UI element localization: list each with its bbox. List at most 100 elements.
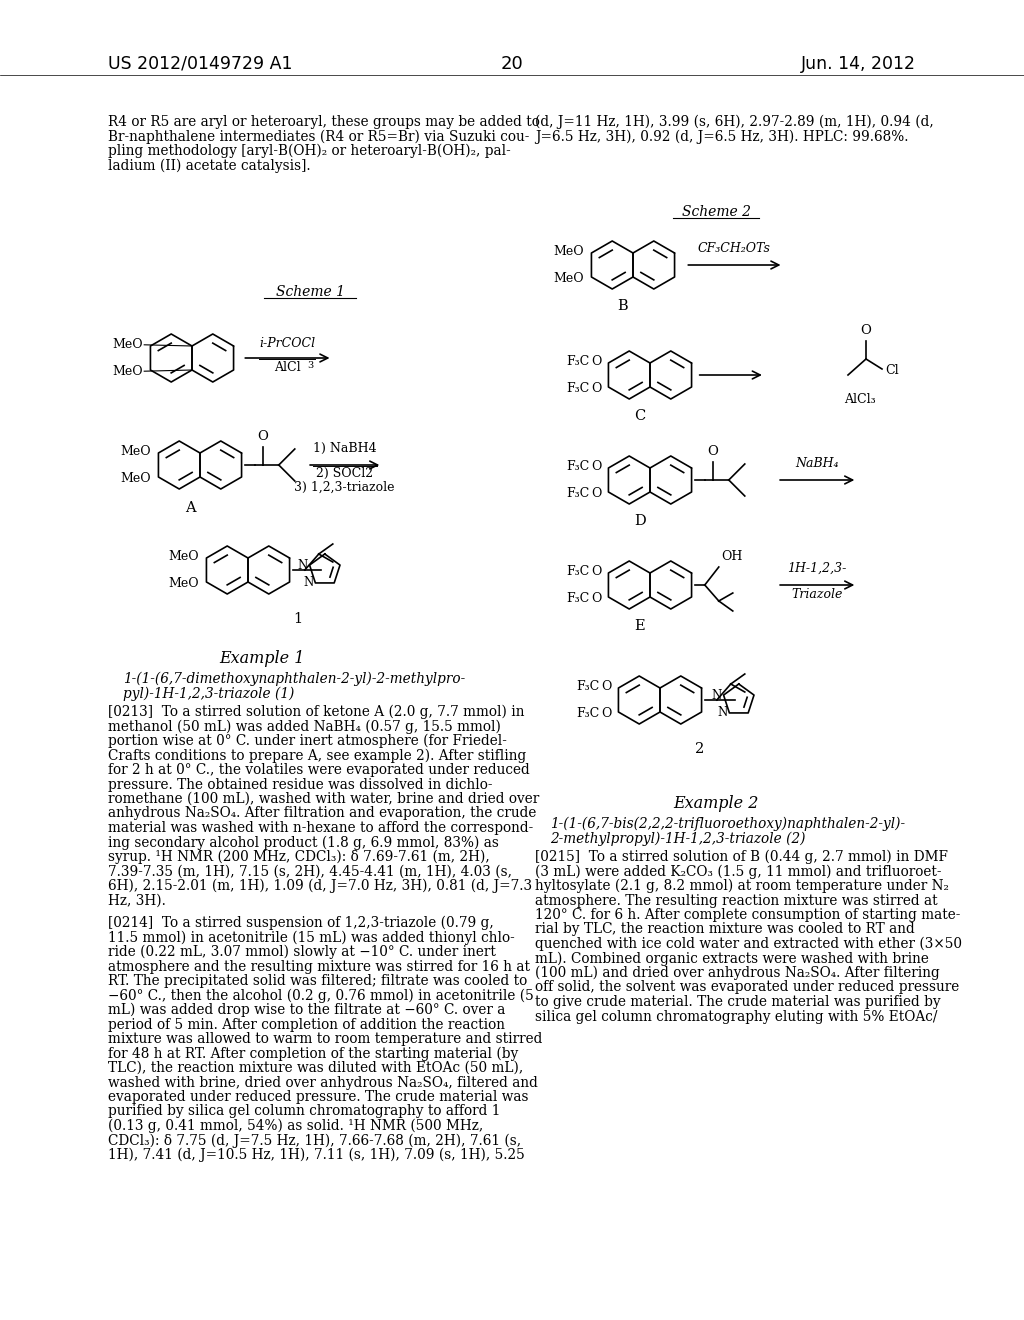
Text: B: B <box>617 300 629 313</box>
Text: Example 2: Example 2 <box>674 795 759 812</box>
Text: (3 mL) were added K₂CO₃ (1.5 g, 11 mmol) and trifluoroet-: (3 mL) were added K₂CO₃ (1.5 g, 11 mmol)… <box>535 865 941 879</box>
Text: CDCl₃): δ 7.75 (d, J=7.5 Hz, 1H), 7.66-7.68 (m, 2H), 7.61 (s,: CDCl₃): δ 7.75 (d, J=7.5 Hz, 1H), 7.66-7… <box>108 1134 521 1148</box>
Text: evaporated under reduced pressure. The crude material was: evaporated under reduced pressure. The c… <box>108 1090 528 1104</box>
Text: RT. The precipitated solid was filtered; filtrate was cooled to: RT. The precipitated solid was filtered;… <box>108 974 527 987</box>
Text: purified by silica gel column chromatography to afford 1: purified by silica gel column chromatogr… <box>108 1105 501 1118</box>
Text: N: N <box>303 577 313 590</box>
Text: MeO: MeO <box>113 364 143 378</box>
Text: O: O <box>591 591 601 605</box>
Text: N: N <box>717 706 727 719</box>
Text: 6H), 2.15-2.01 (m, 1H), 1.09 (d, J=7.0 Hz, 3H), 0.81 (d, J=7.3: 6H), 2.15-2.01 (m, 1H), 1.09 (d, J=7.0 H… <box>108 879 532 894</box>
Text: mL). Combined organic extracts were washed with brine: mL). Combined organic extracts were wash… <box>535 952 929 966</box>
Text: silica gel column chromatography eluting with 5% EtOAc/: silica gel column chromatography eluting… <box>535 1010 938 1023</box>
Text: methanol (50 mL) was added NaBH₄ (0.57 g, 15.5 mmol): methanol (50 mL) was added NaBH₄ (0.57 g… <box>108 719 501 734</box>
Text: ride (0.22 mL, 3.07 mmol) slowly at −10° C. under inert: ride (0.22 mL, 3.07 mmol) slowly at −10°… <box>108 945 496 960</box>
Text: D: D <box>634 513 646 528</box>
Text: 2) SOCl2: 2) SOCl2 <box>316 467 374 480</box>
Text: to give crude material. The crude material was purified by: to give crude material. The crude materi… <box>535 995 941 1008</box>
Text: O: O <box>708 445 718 458</box>
Text: 1: 1 <box>294 612 302 626</box>
Text: Triazole: Triazole <box>792 587 843 601</box>
Text: A: A <box>184 502 196 515</box>
Text: Example 1: Example 1 <box>219 649 305 667</box>
Text: Br-naphthalene intermediates (R4 or R5=Br) via Suzuki cou-: Br-naphthalene intermediates (R4 or R5=B… <box>108 129 529 144</box>
Text: hyltosylate (2.1 g, 8.2 mmol) at room temperature under N₂: hyltosylate (2.1 g, 8.2 mmol) at room te… <box>535 879 949 894</box>
Text: F₃C: F₃C <box>566 487 589 500</box>
Text: Crafts conditions to prepare A, see example 2). After stifling: Crafts conditions to prepare A, see exam… <box>108 748 526 763</box>
Text: period of 5 min. After completion of addition the reaction: period of 5 min. After completion of add… <box>108 1018 505 1031</box>
Text: MeO: MeO <box>121 445 152 458</box>
Text: for 2 h at 0° C., the volatiles were evaporated under reduced: for 2 h at 0° C., the volatiles were eva… <box>108 763 529 777</box>
Text: −60° C., then the alcohol (0.2 g, 0.76 mmol) in acetonitrile (5: −60° C., then the alcohol (0.2 g, 0.76 m… <box>108 989 534 1003</box>
Text: 11.5 mmol) in acetonitrile (15 mL) was added thionyl chlo-: 11.5 mmol) in acetonitrile (15 mL) was a… <box>108 931 515 945</box>
Text: F₃C: F₃C <box>566 355 589 368</box>
Text: MeO: MeO <box>121 471 152 484</box>
Text: mixture was allowed to warm to room temperature and stirred: mixture was allowed to warm to room temp… <box>108 1032 543 1045</box>
Text: F₃C: F₃C <box>575 680 599 693</box>
Text: F₃C: F₃C <box>566 381 589 395</box>
Text: washed with brine, dried over anhydrous Na₂SO₄, filtered and: washed with brine, dried over anhydrous … <box>108 1076 538 1089</box>
Text: (d, J=11 Hz, 1H), 3.99 (s, 6H), 2.97-2.89 (m, 1H), 0.94 (d,: (d, J=11 Hz, 1H), 3.99 (s, 6H), 2.97-2.8… <box>535 115 934 129</box>
Text: MeO: MeO <box>554 246 585 259</box>
Text: atmosphere and the resulting mixture was stirred for 16 h at: atmosphere and the resulting mixture was… <box>108 960 530 974</box>
Text: R4 or R5 are aryl or heteroaryl, these groups may be added to: R4 or R5 are aryl or heteroaryl, these g… <box>108 115 540 129</box>
Text: F₃C: F₃C <box>566 461 589 474</box>
Text: O: O <box>601 680 611 693</box>
Text: O: O <box>591 355 601 368</box>
Text: rial by TLC, the reaction mixture was cooled to RT and: rial by TLC, the reaction mixture was co… <box>535 923 914 936</box>
Text: MeO: MeO <box>169 577 200 590</box>
Text: atmosphere. The resulting reaction mixture was stirred at: atmosphere. The resulting reaction mixtu… <box>535 894 938 908</box>
Text: mL) was added drop wise to the filtrate at −60° C. over a: mL) was added drop wise to the filtrate … <box>108 1003 506 1018</box>
Text: OH: OH <box>721 550 742 564</box>
Text: Scheme 2: Scheme 2 <box>682 205 751 219</box>
Text: pyl)-1H-1,2,3-triazole (1): pyl)-1H-1,2,3-triazole (1) <box>123 686 294 701</box>
Text: TLC), the reaction mixture was diluted with EtOAc (50 mL),: TLC), the reaction mixture was diluted w… <box>108 1061 523 1074</box>
Text: O: O <box>591 461 601 474</box>
Text: CF₃CH₂OTs: CF₃CH₂OTs <box>698 242 771 255</box>
Text: ing secondary alcohol product (1.8 g, 6.9 mmol, 83%) as: ing secondary alcohol product (1.8 g, 6.… <box>108 836 499 850</box>
Text: [0214]  To a stirred suspension of 1,2,3-triazole (0.79 g,: [0214] To a stirred suspension of 1,2,3-… <box>108 916 494 931</box>
Text: i-PrCOCl: i-PrCOCl <box>259 337 315 350</box>
Text: quenched with ice cold water and extracted with ether (3×50: quenched with ice cold water and extract… <box>535 937 962 952</box>
Text: MeO: MeO <box>169 550 200 564</box>
Text: F₃C: F₃C <box>566 591 589 605</box>
Text: (100 mL) and dried over anhydrous Na₂SO₄. After filtering: (100 mL) and dried over anhydrous Na₂SO₄… <box>535 966 940 981</box>
Text: N: N <box>712 689 722 701</box>
Text: O: O <box>601 706 611 719</box>
Text: C: C <box>635 409 645 422</box>
Text: MeO: MeO <box>554 272 585 285</box>
Text: J=6.5 Hz, 3H), 0.92 (d, J=6.5 Hz, 3H). HPLC: 99.68%.: J=6.5 Hz, 3H), 0.92 (d, J=6.5 Hz, 3H). H… <box>535 129 908 144</box>
Text: 1H), 7.41 (d, J=10.5 Hz, 1H), 7.11 (s, 1H), 7.09 (s, 1H), 5.25: 1H), 7.41 (d, J=10.5 Hz, 1H), 7.11 (s, 1… <box>108 1148 524 1163</box>
Text: O: O <box>591 487 601 500</box>
Text: E: E <box>635 619 645 634</box>
Text: 2-methylpropyl)-1H-1,2,3-triazole (2): 2-methylpropyl)-1H-1,2,3-triazole (2) <box>550 832 806 846</box>
Text: O: O <box>591 565 601 578</box>
Text: 1H-1,2,3-: 1H-1,2,3- <box>787 562 847 576</box>
Text: O: O <box>257 430 268 444</box>
Text: US 2012/0149729 A1: US 2012/0149729 A1 <box>108 55 293 73</box>
Text: Cl: Cl <box>885 364 899 378</box>
Text: 1-(1-(6,7-bis(2,2,2-trifluoroethoxy)naphthalen-2-yl)-: 1-(1-(6,7-bis(2,2,2-trifluoroethoxy)naph… <box>550 817 905 832</box>
Text: Jun. 14, 2012: Jun. 14, 2012 <box>801 55 916 73</box>
Text: [0213]  To a stirred solution of ketone A (2.0 g, 7.7 mmol) in: [0213] To a stirred solution of ketone A… <box>108 705 524 719</box>
Text: [0215]  To a stirred solution of B (0.44 g, 2.7 mmol) in DMF: [0215] To a stirred solution of B (0.44 … <box>535 850 948 865</box>
Text: Scheme 1: Scheme 1 <box>275 285 344 300</box>
Text: ladium (II) acetate catalysis].: ladium (II) acetate catalysis]. <box>108 158 310 173</box>
Text: material was washed with n-hexane to afford the correspond-: material was washed with n-hexane to aff… <box>108 821 534 836</box>
Text: 3: 3 <box>307 360 313 370</box>
Text: Hz, 3H).: Hz, 3H). <box>108 894 166 908</box>
Text: NaBH₄: NaBH₄ <box>796 457 839 470</box>
Text: 2: 2 <box>695 742 705 756</box>
Text: F₃C: F₃C <box>566 565 589 578</box>
Text: 3) 1,2,3-triazole: 3) 1,2,3-triazole <box>295 480 395 494</box>
Text: 1) NaBH4: 1) NaBH4 <box>313 442 377 455</box>
Text: portion wise at 0° C. under inert atmosphere (for Friedel-: portion wise at 0° C. under inert atmosp… <box>108 734 507 748</box>
Text: 120° C. for 6 h. After complete consumption of starting mate-: 120° C. for 6 h. After complete consumpt… <box>535 908 961 921</box>
Text: 20: 20 <box>501 55 523 73</box>
Text: N: N <box>297 558 307 572</box>
Text: AlCl: AlCl <box>274 360 301 374</box>
Text: 7.39-7.35 (m, 1H), 7.15 (s, 2H), 4.45-4.41 (m, 1H), 4.03 (s,: 7.39-7.35 (m, 1H), 7.15 (s, 2H), 4.45-4.… <box>108 865 512 879</box>
Text: pling methodology [aryl-B(OH)₂ or heteroaryl-B(OH)₂, pal-: pling methodology [aryl-B(OH)₂ or hetero… <box>108 144 511 158</box>
Text: anhydrous Na₂SO₄. After filtration and evaporation, the crude: anhydrous Na₂SO₄. After filtration and e… <box>108 807 537 821</box>
Text: off solid, the solvent was evaporated under reduced pressure: off solid, the solvent was evaporated un… <box>535 981 959 994</box>
